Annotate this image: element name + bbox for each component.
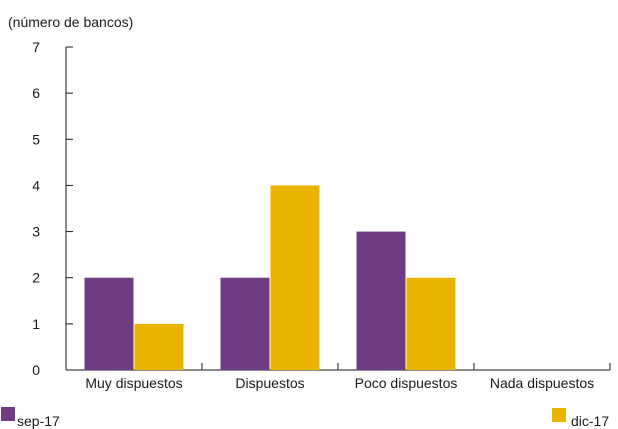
y-tick-label: 5 [32,131,40,147]
x-category-label: Muy dispuestos [85,375,182,391]
bar-dic-17-2 [406,277,456,370]
y-tick-label: 3 [32,224,40,240]
x-category-label: Nada dispuestos [490,375,594,391]
bar-dic-17-1 [270,185,320,370]
legend-label-sep-17: sep-17 [17,413,60,429]
y-tick-label: 2 [32,270,40,286]
y-axis-label: (número de bancos) [8,14,133,30]
legend-label-dic-17: dic-17 [571,413,610,429]
legend-swatch-sep-17 [1,407,15,421]
x-category-label: Dispuestos [235,375,304,391]
bar-sep-17-0 [84,277,134,370]
y-tick-label: 4 [32,177,40,193]
y-tick-label: 7 [32,39,40,55]
y-tick-label: 1 [32,316,40,332]
x-category-label: Poco dispuestos [355,375,458,391]
bar-sep-17-1 [220,277,270,370]
y-tick-label: 0 [32,362,40,378]
legend-swatch-dic-17 [552,408,566,422]
bar-sep-17-2 [356,231,406,370]
bar-dic-17-0 [134,323,184,370]
y-tick-label: 6 [32,85,40,101]
